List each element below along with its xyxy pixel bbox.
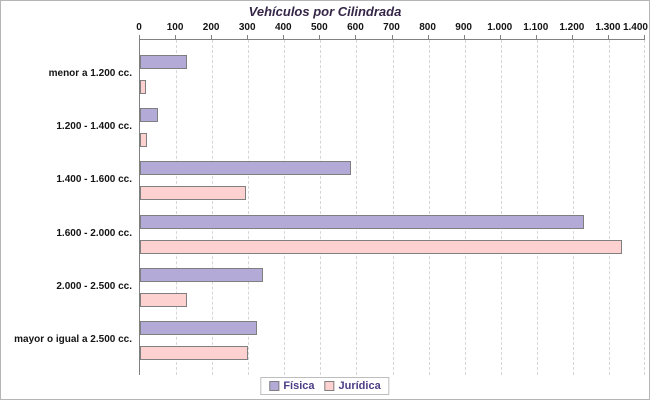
x-tick-mark bbox=[391, 35, 393, 39]
legend-label: Jurídica bbox=[338, 380, 381, 392]
bar-juridica bbox=[140, 133, 148, 148]
x-tick-label: 300 bbox=[238, 22, 256, 33]
bar-fisica bbox=[140, 161, 352, 176]
x-tick-mark bbox=[607, 35, 609, 39]
x-tick-mark bbox=[499, 35, 501, 39]
x-tick-mark bbox=[535, 35, 537, 39]
x-tick-mark bbox=[571, 35, 573, 39]
category-label: menor a 1.200 cc. bbox=[48, 68, 132, 79]
gridline bbox=[212, 40, 214, 375]
bar-juridica bbox=[140, 186, 247, 201]
category-label: mayor o igual a 2.500 cc. bbox=[14, 334, 132, 345]
legend: Física Jurídica bbox=[260, 377, 390, 395]
bar-fisica bbox=[140, 55, 187, 69]
bar-fisica bbox=[140, 267, 263, 282]
legend-swatch bbox=[324, 381, 335, 391]
gridline bbox=[572, 40, 574, 375]
bar-fisica bbox=[140, 214, 584, 229]
x-tick-label: 400 bbox=[274, 22, 292, 33]
gridline bbox=[356, 40, 358, 375]
gridline bbox=[176, 40, 178, 375]
x-tick-label: 800 bbox=[419, 22, 436, 33]
x-tick-label: 900 bbox=[455, 22, 472, 33]
gridline bbox=[500, 40, 502, 375]
x-tick-label: 0 bbox=[136, 22, 142, 33]
x-tick-label: 1.400 bbox=[622, 22, 648, 33]
gridline bbox=[320, 40, 322, 375]
legend-item: Jurídica bbox=[324, 380, 381, 392]
bar-fisica bbox=[140, 321, 258, 335]
x-tick-mark bbox=[247, 35, 249, 39]
x-tick-mark bbox=[355, 35, 357, 39]
bar-juridica bbox=[140, 346, 249, 360]
gridline bbox=[284, 40, 286, 375]
x-tick-label: 600 bbox=[347, 22, 364, 33]
x-tick-mark bbox=[319, 35, 321, 39]
category-label: 2.000 - 2.500 cc. bbox=[56, 280, 132, 292]
bar-fisica bbox=[140, 108, 159, 123]
bar-juridica bbox=[140, 239, 622, 254]
x-tick-mark bbox=[211, 35, 213, 39]
gridline bbox=[644, 40, 645, 375]
bar-juridica bbox=[140, 292, 187, 307]
x-tick-mark bbox=[139, 35, 140, 39]
x-tick-label: 500 bbox=[311, 22, 328, 33]
x-tick-label: 200 bbox=[202, 22, 220, 33]
gridline bbox=[608, 40, 610, 375]
plot-area bbox=[139, 39, 645, 375]
x-tick-mark bbox=[283, 35, 285, 39]
gridline bbox=[464, 40, 466, 375]
x-tick-mark bbox=[427, 35, 429, 39]
x-tick-mark bbox=[463, 35, 465, 39]
x-tick-label: 1.300 bbox=[595, 22, 621, 33]
gridline bbox=[536, 40, 538, 375]
category-label: 1.200 - 1.400 cc. bbox=[56, 121, 132, 133]
x-tick-label: 700 bbox=[383, 22, 400, 33]
gridline bbox=[392, 40, 394, 375]
x-tick-mark bbox=[175, 35, 177, 39]
bar-juridica bbox=[140, 80, 147, 94]
gridline bbox=[428, 40, 430, 375]
x-tick-label: 100 bbox=[166, 22, 184, 33]
legend-swatch bbox=[269, 381, 280, 391]
category-label: 1.600 - 2.000 cc. bbox=[56, 227, 132, 239]
x-tick-label: 1.000 bbox=[487, 22, 513, 33]
x-tick-label: 1.200 bbox=[559, 22, 585, 33]
legend-item: Física bbox=[269, 380, 315, 392]
chart-title: Vehículos por Cilindrada bbox=[248, 4, 402, 19]
legend-label: Física bbox=[283, 380, 315, 392]
x-tick-mark bbox=[644, 35, 645, 39]
category-label: 1.400 - 1.600 cc. bbox=[56, 174, 132, 186]
x-tick-label: 1.100 bbox=[523, 22, 549, 33]
gridline bbox=[248, 40, 250, 375]
